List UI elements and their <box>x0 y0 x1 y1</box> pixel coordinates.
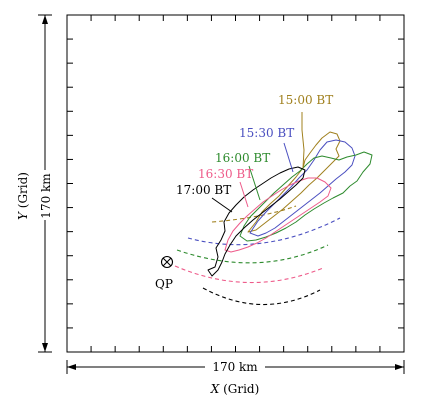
leader-t1530 <box>283 142 294 173</box>
label-t1600: 16:00 BT <box>215 151 270 165</box>
echo-outline-t1630 <box>224 177 332 253</box>
echo-outline-t1600 <box>239 151 373 242</box>
label-t1700: 17:00 BT <box>176 183 231 197</box>
y-dimension-label-bg <box>36 170 54 220</box>
x-dimension-label-bg <box>205 358 265 376</box>
leader-t1630 <box>239 181 249 208</box>
arc-t1700 <box>202 287 321 306</box>
qp-label: QP <box>155 277 173 291</box>
echo-outline-t1500 <box>247 131 341 233</box>
x-axis-label: X (Grid) <box>210 382 260 396</box>
frame-ticks <box>67 15 404 352</box>
leader-t1700 <box>211 197 233 213</box>
arc-t1600 <box>176 244 329 264</box>
label-t1630: 16:30 BT <box>198 167 253 181</box>
leader-t1500 <box>301 112 305 169</box>
leader-t1600 <box>248 165 261 201</box>
label-t1500: 15:00 BT <box>278 93 333 107</box>
arc-t1500 <box>211 205 297 223</box>
y-axis-label: Y (Grid) <box>16 172 30 220</box>
qp-marker-icon <box>160 255 174 269</box>
label-t1530: 15:30 BT <box>239 126 294 140</box>
y-dimension-label: 170 km <box>39 173 53 219</box>
x-dimension-label: 170 km <box>212 360 258 374</box>
echo-outline-t1700 <box>207 166 306 277</box>
arc-t1630 <box>174 265 324 284</box>
echo-outline-t1530 <box>249 139 356 237</box>
arc-t1530 <box>187 217 341 246</box>
